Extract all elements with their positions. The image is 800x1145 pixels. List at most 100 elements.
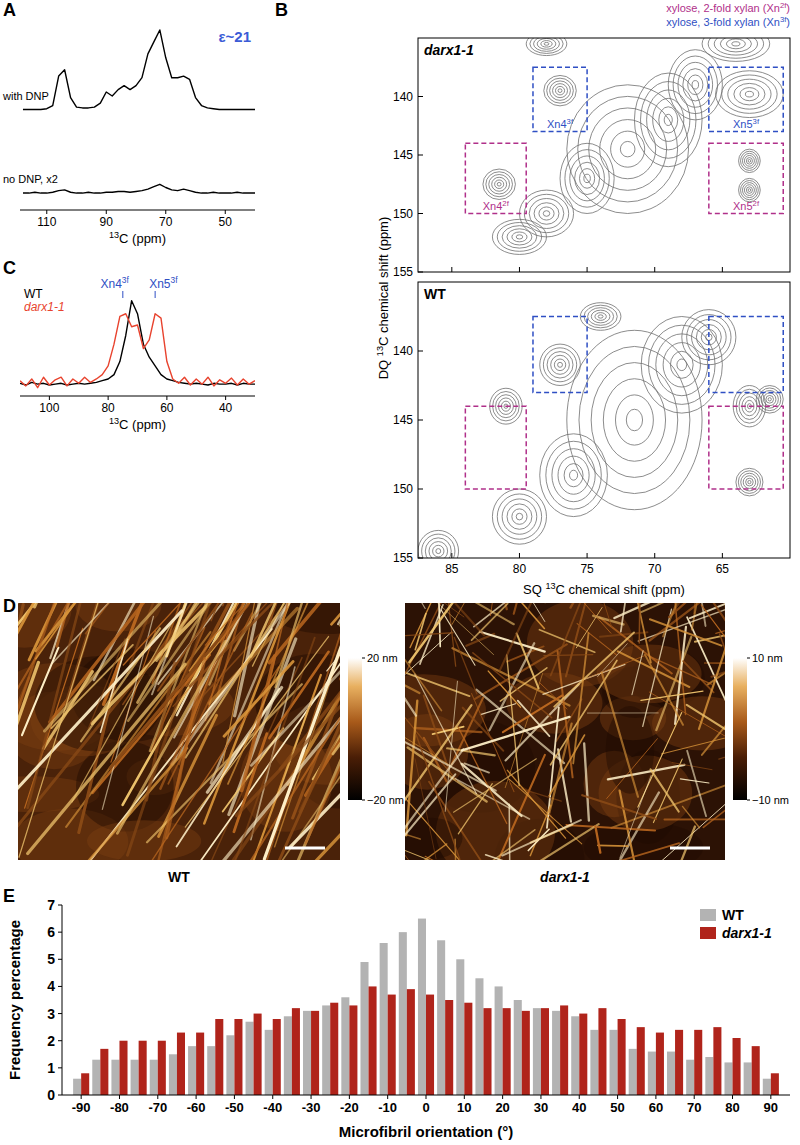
fibril	[598, 844, 628, 846]
legend-swatch	[700, 909, 716, 921]
y-tick	[418, 213, 423, 214]
fibril	[502, 820, 581, 856]
x-tick	[157, 1095, 158, 1099]
bar	[464, 1003, 472, 1095]
scale-bar	[285, 847, 325, 850]
contour-panel: Xn43fXn42fXn53fXn52f140145150155darx1-1B…	[275, 0, 790, 279]
annotation-leader	[122, 291, 123, 298]
contour-ring	[580, 169, 595, 189]
contour-ring	[516, 235, 522, 239]
contour-ring	[544, 75, 576, 105]
contour-ring	[664, 114, 672, 125]
fibril	[576, 603, 611, 633]
y-tick-label: 7	[47, 897, 55, 913]
spectrum-line	[20, 314, 255, 388]
fibril	[620, 775, 651, 857]
bar	[188, 1046, 196, 1095]
legend-entry: WT	[722, 907, 744, 923]
contour-ring	[540, 434, 608, 517]
text-part: Xn4	[100, 277, 122, 291]
bar	[533, 1008, 541, 1095]
fibril	[656, 803, 725, 860]
contour-ring	[554, 359, 565, 371]
bar	[552, 1011, 560, 1095]
colorbar-tick	[747, 800, 750, 801]
contour-ring	[544, 42, 549, 45]
contour-ring	[547, 78, 574, 103]
fibril	[18, 603, 67, 609]
x-axis-label: 13C (ppm)	[109, 230, 166, 246]
contour-ring	[540, 344, 581, 385]
region-box	[533, 67, 587, 131]
contour-ring	[564, 464, 583, 487]
contour-ring	[745, 91, 753, 97]
text-part: Xn4	[483, 200, 503, 212]
superscript: 2f	[502, 198, 509, 207]
frame	[418, 282, 790, 558]
bar	[207, 1046, 215, 1095]
bar	[273, 1019, 281, 1095]
fibril	[650, 656, 712, 684]
colorbar-tick	[747, 658, 750, 659]
contour-ring	[584, 174, 590, 182]
x-tick-label: -10	[378, 1100, 397, 1115]
fibril	[454, 759, 537, 813]
contour-ring	[492, 489, 546, 544]
peak-annotation: Xn53f	[149, 275, 178, 291]
contour-ring	[558, 362, 563, 367]
text-part: Xn5	[733, 118, 753, 130]
fibril	[639, 603, 640, 643]
fibril	[499, 603, 551, 671]
fibril	[661, 730, 725, 754]
y-tick	[58, 1040, 62, 1041]
legend-entry: darx1-1	[24, 300, 65, 314]
bar	[330, 1003, 338, 1095]
contour-ring	[714, 38, 757, 55]
fibril	[651, 769, 679, 811]
x-tick	[387, 1095, 388, 1099]
panel-letter: E	[3, 886, 15, 906]
panel-letter: B	[275, 0, 288, 20]
fibril	[224, 661, 293, 736]
superscript: 3f	[753, 116, 760, 125]
y-tick	[418, 351, 423, 352]
image-texture	[87, 820, 201, 860]
contour-ring	[507, 504, 532, 529]
y-tick-label: 145	[393, 413, 413, 427]
x-tick	[108, 396, 109, 400]
contour-ring	[598, 315, 603, 318]
bar	[648, 1052, 656, 1095]
fibril	[464, 763, 489, 772]
y-tick-label: 155	[393, 551, 413, 565]
plot-area	[23, 30, 255, 193]
superscript: 3f	[122, 275, 130, 285]
contour-ring	[748, 189, 751, 192]
contour-ring	[746, 187, 752, 194]
contour-ring	[748, 480, 751, 483]
bar	[399, 932, 407, 1095]
x-axis-label: Microfibril orientation (°)	[339, 1123, 513, 1140]
bar	[226, 1035, 234, 1095]
bar	[744, 1062, 752, 1095]
x-tick-label: -30	[302, 1100, 321, 1115]
spectrum-line	[23, 30, 255, 110]
contour-panel: 8580757065140145150155WTSQ 13C chemical …	[393, 282, 790, 597]
region-box	[709, 143, 783, 213]
box-label: Xn43f	[547, 116, 574, 130]
fibril	[476, 690, 564, 763]
fibril	[474, 603, 514, 627]
colorbar-label: −10 nm	[752, 794, 789, 806]
afm-panel: 10 nm−10 nmdarx1-1	[299, 443, 800, 897]
x-tick	[426, 1095, 427, 1099]
contour-ring	[580, 303, 621, 331]
x-tick-label: 80	[513, 562, 527, 576]
series-label: no DNP, x2	[3, 173, 58, 185]
x-tick	[732, 1095, 733, 1099]
bar	[571, 1016, 579, 1095]
y-tick	[418, 420, 423, 421]
x-tick	[311, 1095, 312, 1099]
image-title: darx1-1	[540, 869, 590, 885]
x-tick-label: 50	[219, 215, 233, 229]
y-tick-label: 140	[393, 90, 413, 104]
x-tick	[49, 396, 50, 400]
